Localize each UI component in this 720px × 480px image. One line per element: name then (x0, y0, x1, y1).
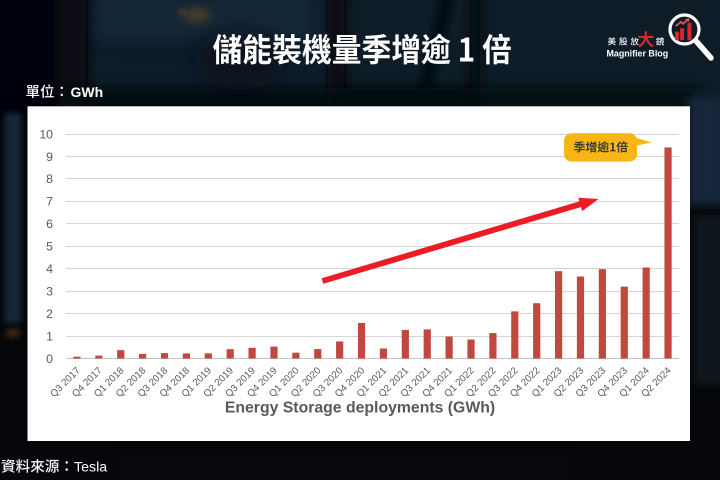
svg-text:5: 5 (46, 240, 53, 254)
svg-text:3: 3 (46, 284, 53, 298)
svg-text:10: 10 (39, 127, 53, 141)
svg-text:9: 9 (46, 150, 53, 164)
svg-text:7: 7 (46, 195, 53, 209)
svg-text:2: 2 (46, 307, 53, 321)
svg-text:6: 6 (46, 217, 53, 231)
svg-text:8: 8 (46, 172, 53, 186)
svg-text:0: 0 (46, 352, 53, 366)
svg-text:4: 4 (46, 262, 53, 276)
svg-text:Tesla: Tesla (74, 460, 107, 476)
svg-text:GWh: GWh (71, 84, 104, 100)
svg-text:Energy Storage deployments (GW: Energy Storage deployments (GWh) (225, 400, 495, 417)
svg-text:Magnifier Blog: Magnifier Blog (607, 49, 669, 59)
svg-text:1: 1 (46, 329, 53, 343)
